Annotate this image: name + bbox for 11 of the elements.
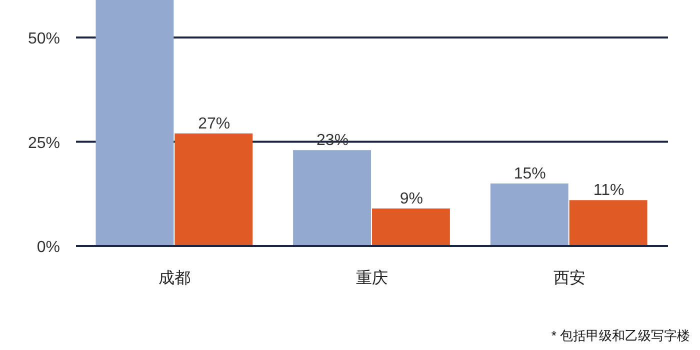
- text: * 包括甲级和乙级写字楼: [551, 328, 690, 343]
- y-tick-label: 50%: [28, 30, 60, 48]
- data-label: 27%: [198, 115, 230, 132]
- x-tick-label: 西安: [553, 269, 586, 287]
- data-label: 15%: [514, 165, 546, 182]
- data-label: 11%: [593, 182, 624, 200]
- x-tick-label: 成都: [158, 269, 191, 287]
- y-tick-label: 25%: [28, 134, 60, 152]
- x-tick-label: 重庆: [356, 269, 388, 287]
- data-label: 9%: [400, 190, 424, 208]
- y-tick-label: 0%: [36, 239, 60, 256]
